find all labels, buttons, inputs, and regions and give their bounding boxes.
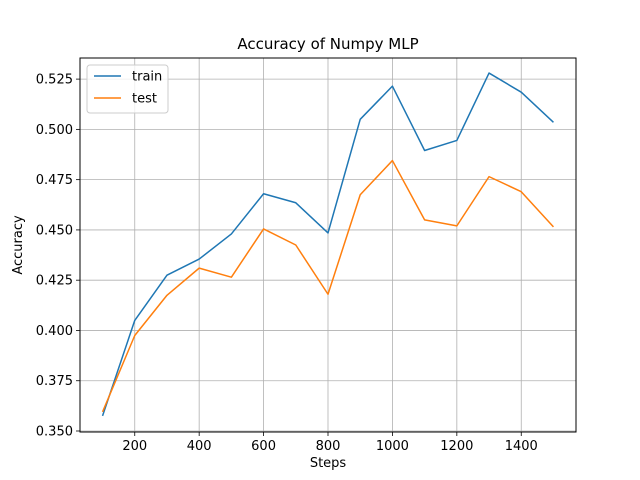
y-axis-label: Accuracy [11,215,26,275]
x-tick-label: 200 [122,439,147,454]
series-line-train [101,72,554,417]
series-lines [101,72,555,417]
y-tick-label: 0.375 [36,374,73,389]
y-tick-label: 0.450 [36,223,73,238]
y-tick-label: 0.350 [36,424,73,439]
grid [80,58,576,432]
x-axis-ticks: 200 400 600 800 1000 1200 1400 [122,432,538,454]
x-tick-label: 1400 [505,439,538,454]
legend-label-train: train [132,70,162,85]
y-tick-label: 0.425 [36,274,73,289]
chart-title: Accuracy of Numpy MLP [237,35,418,53]
series-line-test [101,159,555,413]
legend-box [86,64,169,114]
x-tick-label: 1200 [440,439,473,454]
y-tick-label: 0.400 [36,324,73,339]
legend: train test [86,64,169,114]
legend-label-test: test [132,92,157,107]
x-tick-label: 1000 [376,439,409,454]
x-tick-label: 600 [251,439,276,454]
y-axis-ticks: 0.350 0.375 0.400 0.425 0.450 0.475 0.500 0.525 [36,73,80,439]
y-tick-label: 0.475 [36,173,73,188]
x-tick-label: 800 [316,439,341,454]
x-axis-label: Steps [310,456,347,471]
y-tick-label: 0.500 [36,123,73,138]
x-tick-label: 400 [187,439,212,454]
y-tick-label: 0.525 [36,73,73,88]
